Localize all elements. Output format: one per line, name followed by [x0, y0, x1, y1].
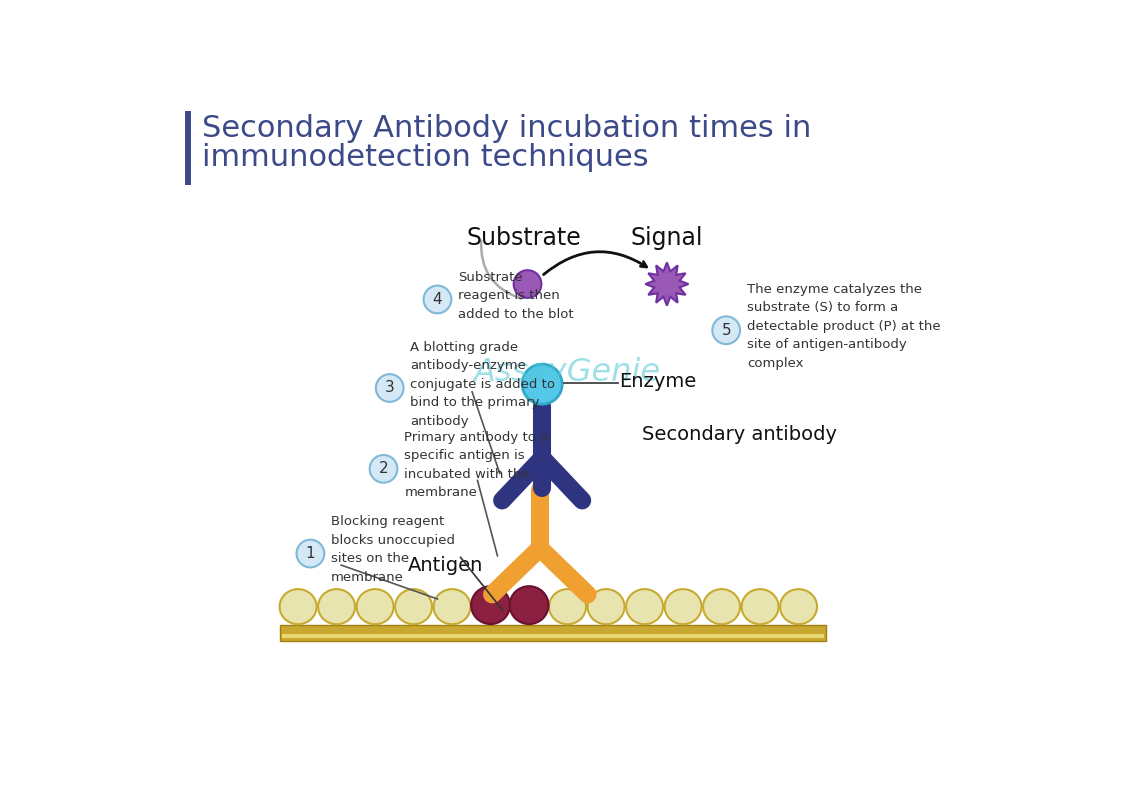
Ellipse shape	[318, 589, 356, 624]
Ellipse shape	[510, 586, 549, 624]
Ellipse shape	[742, 589, 778, 624]
Text: 2: 2	[378, 461, 389, 476]
Ellipse shape	[549, 589, 586, 624]
Ellipse shape	[357, 589, 393, 624]
Circle shape	[296, 540, 324, 568]
Text: Signal: Signal	[630, 226, 703, 250]
Text: Primary antibody to a
specific antigen is
incubated with the
membrane: Primary antibody to a specific antigen i…	[404, 431, 549, 499]
Ellipse shape	[434, 589, 470, 624]
Circle shape	[523, 364, 562, 404]
Text: Substrate
reagent is then
added to the blot: Substrate reagent is then added to the b…	[458, 270, 574, 320]
Ellipse shape	[780, 589, 817, 624]
Text: 5: 5	[721, 323, 730, 338]
Circle shape	[369, 455, 398, 483]
Text: Antigen: Antigen	[408, 556, 483, 575]
Bar	[185, 111, 191, 185]
Text: A blotting grade
antibody-enzyme
conjugate is added to
bind to the primary
antib: A blotting grade antibody-enzyme conjuga…	[410, 340, 556, 428]
Circle shape	[513, 270, 542, 298]
Ellipse shape	[587, 589, 625, 624]
Ellipse shape	[395, 589, 432, 624]
Text: 1: 1	[306, 546, 315, 561]
Text: 4: 4	[433, 292, 442, 307]
Text: 3: 3	[385, 381, 394, 395]
Ellipse shape	[665, 589, 702, 624]
Polygon shape	[645, 262, 688, 305]
Ellipse shape	[279, 589, 317, 624]
Ellipse shape	[471, 586, 510, 624]
Circle shape	[712, 316, 740, 344]
Bar	[282, 634, 824, 638]
Text: Enzyme: Enzyme	[619, 372, 696, 391]
Text: AssayGenie: AssayGenie	[474, 357, 660, 388]
Text: Secondary Antibody incubation times in: Secondary Antibody incubation times in	[202, 114, 811, 143]
Circle shape	[424, 285, 451, 313]
Text: The enzyme catalyzes the
substrate (S) to form a
detectable product (P) at the
s: The enzyme catalyzes the substrate (S) t…	[747, 283, 941, 370]
Text: Substrate: Substrate	[466, 226, 580, 250]
Bar	[279, 625, 826, 641]
Ellipse shape	[703, 589, 740, 624]
Text: Blocking reagent
blocks unoccupied
sites on the
membrane: Blocking reagent blocks unoccupied sites…	[332, 515, 456, 584]
Text: immunodetection techniques: immunodetection techniques	[202, 142, 649, 172]
Text: Secondary antibody: Secondary antibody	[642, 425, 837, 444]
Circle shape	[376, 374, 403, 401]
Ellipse shape	[626, 589, 663, 624]
